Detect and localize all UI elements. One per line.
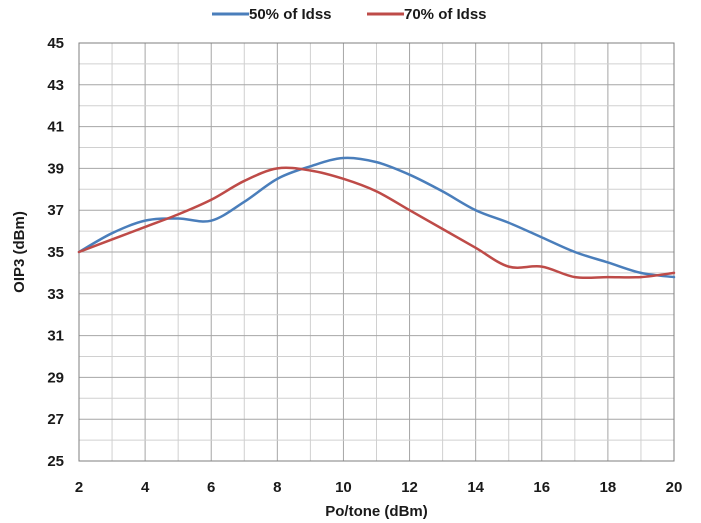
series-line-50pct-idss: [77, 156, 676, 279]
y-tick-label: 31: [47, 328, 64, 345]
y-tick-label: 25: [47, 453, 64, 470]
y-tick-label: 37: [47, 202, 64, 219]
x-tick-label: 14: [467, 479, 484, 496]
x-tick-label: 4: [141, 479, 150, 496]
x-axis-title: Po/tone (dBm): [325, 503, 428, 520]
x-tick-label: 12: [401, 479, 418, 496]
y-tick-label: 27: [47, 411, 64, 428]
y-tick-label: 29: [47, 369, 64, 386]
tick-labels: 2 4 6 8 10 12 14 16 18 20 25 27 29 31 33 35 37 39 41 43 45: [47, 35, 682, 496]
x-tick-label: 10: [335, 479, 352, 496]
legend-label: 70% of Idss: [404, 6, 487, 23]
series-line-70pct-idss: [77, 166, 676, 280]
legend-label: 50% of Idss: [249, 6, 332, 23]
y-tick-label: 35: [47, 244, 64, 261]
x-tick-label: 16: [533, 479, 550, 496]
series-lines: [77, 156, 676, 280]
x-tick-label: 8: [273, 479, 281, 496]
x-tick-label: 6: [207, 479, 215, 496]
y-tick-label: 33: [47, 286, 64, 303]
x-tick-label: 18: [600, 479, 617, 496]
x-tick-label: 2: [75, 479, 83, 496]
x-tick-label: 20: [666, 479, 683, 496]
y-tick-label: 39: [47, 160, 64, 177]
grid: [78, 42, 675, 462]
y-axis-title: OIP3 (dBm): [11, 211, 28, 293]
y-tick-label: 45: [47, 35, 64, 52]
legend: 50% of Idss 70% of Idss: [212, 6, 487, 23]
y-tick-label: 43: [47, 77, 64, 94]
y-tick-label: 41: [47, 119, 64, 136]
